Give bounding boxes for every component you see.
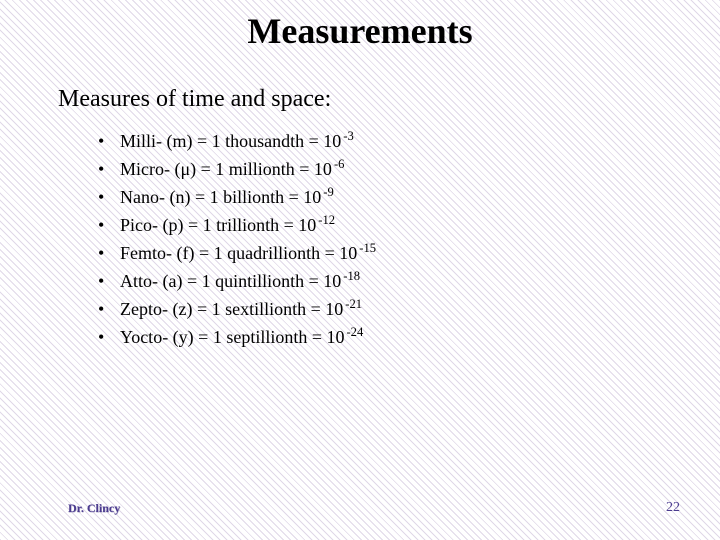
list-item: • Atto- (a) = 1 quintillionth = 10-18	[98, 268, 376, 295]
list-item: • Femto- (f) = 1 quadrillionth = 10-15	[98, 240, 376, 267]
item-text: Nano- (n) = 1 billionth = 10-9	[120, 184, 334, 211]
list-item: • Milli- (m) = 1 thousandth = 10-3	[98, 128, 376, 155]
prefix-list: • Milli- (m) = 1 thousandth = 10-3 • Mic…	[98, 128, 376, 352]
item-text: Milli- (m) = 1 thousandth = 10-3	[120, 128, 354, 155]
item-text: Micro- (μ) = 1 millionth = 10-6	[120, 156, 344, 183]
bullet-icon: •	[98, 184, 120, 211]
slide: Measurements Measures of time and space:…	[0, 0, 720, 540]
footer-page-number: 22	[666, 500, 680, 516]
item-text: Femto- (f) = 1 quadrillionth = 10-15	[120, 240, 376, 267]
bullet-icon: •	[98, 268, 120, 295]
bullet-icon: •	[98, 212, 120, 239]
list-item: • Pico- (p) = 1 trillionth = 10-12	[98, 212, 376, 239]
bullet-icon: •	[98, 296, 120, 323]
list-item: • Yocto- (y) = 1 septillionth = 10-24	[98, 324, 376, 351]
item-text: Zepto- (z) = 1 sextillionth = 10-21	[120, 296, 362, 323]
bullet-icon: •	[98, 156, 120, 183]
bullet-icon: •	[98, 240, 120, 267]
slide-title: Measurements	[0, 10, 720, 52]
item-text: Atto- (a) = 1 quintillionth = 10-18	[120, 268, 360, 295]
bullet-icon: •	[98, 128, 120, 155]
item-text: Yocto- (y) = 1 septillionth = 10-24	[120, 324, 363, 351]
item-text: Pico- (p) = 1 trillionth = 10-12	[120, 212, 335, 239]
list-item: • Micro- (μ) = 1 millionth = 10-6	[98, 156, 376, 183]
footer-author: Dr. Clincy	[68, 501, 120, 516]
list-item: • Zepto- (z) = 1 sextillionth = 10-21	[98, 296, 376, 323]
bullet-icon: •	[98, 324, 120, 351]
list-item: • Nano- (n) = 1 billionth = 10-9	[98, 184, 376, 211]
slide-subtitle: Measures of time and space:	[58, 86, 331, 113]
